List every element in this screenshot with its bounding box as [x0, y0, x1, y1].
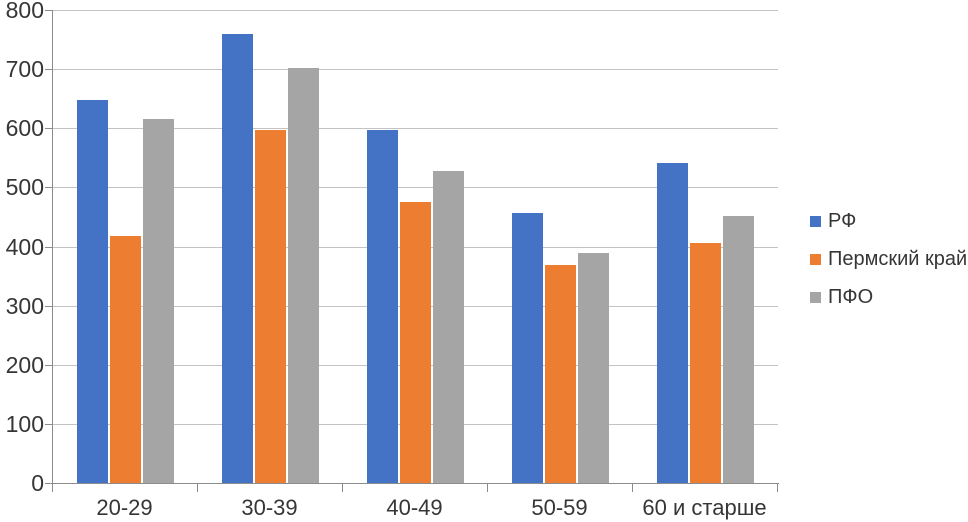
y-axis-label: 200	[5, 352, 44, 378]
y-axis-label: 300	[5, 293, 44, 319]
y-axis-label: 500	[5, 174, 44, 200]
x-axis-label: 40-49	[386, 495, 443, 520]
x-axis-label: 50-59	[531, 495, 588, 520]
y-axis-tick	[45, 424, 52, 425]
x-axis-line	[52, 483, 779, 484]
x-axis-tick	[487, 483, 488, 492]
legend-item-permsky-krai: Пермский край	[810, 248, 968, 270]
bar-permsky-krai	[400, 202, 431, 483]
bar-rf	[77, 100, 108, 483]
bar-pfo	[288, 68, 319, 483]
y-axis-label: 600	[5, 115, 44, 141]
x-axis-tick	[197, 483, 198, 492]
bar-pfo	[578, 253, 609, 483]
x-axis-label: 20-29	[96, 495, 153, 520]
y-axis-line	[52, 10, 53, 484]
y-axis-tick	[45, 306, 52, 307]
bar-pfo	[433, 171, 464, 483]
y-axis-label: 400	[5, 234, 44, 260]
legend-label: Пермский край	[828, 248, 968, 270]
bar-rf	[657, 163, 688, 483]
y-axis-tick	[45, 365, 52, 366]
x-axis-label: 60 и старше	[642, 495, 767, 520]
gridline	[52, 128, 778, 129]
bar-rf	[512, 213, 543, 483]
bar-permsky-krai	[545, 265, 576, 483]
x-axis-tick	[52, 483, 53, 492]
legend: РФ Пермский край ПФО	[810, 210, 968, 325]
x-axis-label: 30-39	[241, 495, 298, 520]
x-axis-tick	[342, 483, 343, 492]
y-axis-label: 800	[5, 0, 44, 23]
legend-item-rf: РФ	[810, 210, 967, 232]
legend-color-swatch-icon	[810, 254, 821, 265]
legend-label: ПФО	[828, 286, 874, 308]
y-axis-label: 0	[31, 470, 44, 496]
gridline	[52, 10, 778, 11]
bar-permsky-krai	[690, 243, 721, 483]
y-axis-tick	[45, 247, 52, 248]
y-axis-tick	[45, 10, 52, 11]
y-axis-tick	[45, 187, 52, 188]
x-axis-tick	[777, 483, 778, 492]
gridline	[52, 69, 778, 70]
y-axis-label: 100	[5, 411, 44, 437]
legend-item-pfo: ПФО	[810, 286, 967, 308]
bar-permsky-krai	[255, 130, 286, 483]
legend-label: РФ	[828, 210, 857, 232]
x-axis-tick	[632, 483, 633, 492]
bar-rf	[367, 130, 398, 483]
gridline	[52, 187, 778, 188]
bar-pfo	[143, 119, 174, 483]
bar-rf	[222, 34, 253, 483]
y-axis-label: 700	[5, 56, 44, 82]
legend-color-swatch-icon	[810, 216, 821, 227]
y-axis-tick	[45, 128, 52, 129]
legend-color-swatch-icon	[810, 292, 821, 303]
bar-permsky-krai	[110, 236, 141, 483]
bar-pfo	[723, 216, 754, 483]
y-axis-tick	[45, 483, 52, 484]
y-axis-tick	[45, 69, 52, 70]
